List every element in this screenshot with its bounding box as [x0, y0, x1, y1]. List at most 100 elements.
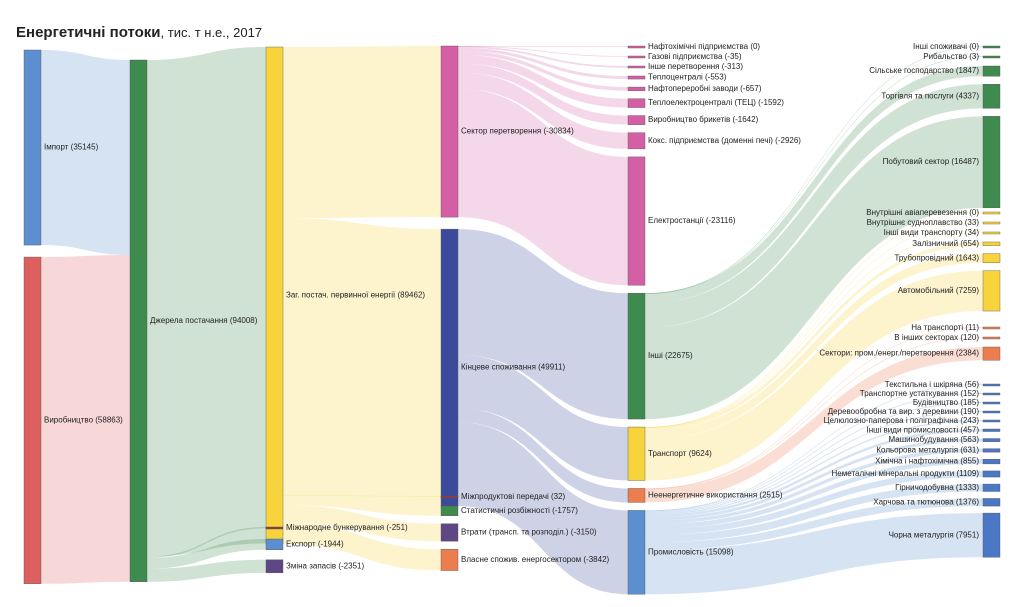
node-label-i_otherind: Інші види промисловості (457) [867, 425, 980, 434]
node-t_briq [627, 115, 646, 125]
node-t_other [627, 65, 646, 69]
node-label-t_other: Інше перетворення (-313) [648, 62, 743, 71]
flow-other-to-o_othercons [645, 46, 983, 294]
node-label-stock: Зміна запасів (-2351) [286, 561, 364, 570]
node-label-t_petchem: Нафтохімічні підприємства (0) [648, 42, 760, 51]
node-label-i_chem: Хімічна і нафтохімічна (855) [875, 457, 979, 466]
node-label-bunker: Міжнародне бункерування (-251) [286, 523, 408, 532]
chart-title: Енергетичні потоки, тис. т н.е., 2017 [16, 24, 262, 42]
flow-transform-to-t_refin [458, 51, 628, 91]
flow-industry-to-i_mach [645, 438, 983, 521]
node-i_textile [982, 383, 1001, 387]
node-t_refin [627, 86, 646, 91]
flow-transport-to-tr_nav [645, 222, 983, 428]
flow-industry-to-i_food [645, 498, 983, 551]
flow-final-to-nonenergy [458, 408, 628, 503]
node-label-o_fish: Рибальство (3) [923, 52, 979, 61]
flow-tpes-to-ownuse [283, 522, 441, 571]
node-label-statdiff: Статистичні розбіжності (-1757) [461, 506, 578, 515]
node-tr_other [982, 231, 1001, 235]
node-o_house [982, 116, 1001, 209]
node-tr_air [982, 211, 1001, 215]
node-label-prod: Виробництво (58863) [44, 416, 123, 425]
flow-nonenergy-to-ne_ind [645, 347, 983, 503]
flow-other-to-o_trade [645, 84, 983, 328]
flow-transport-to-tr_pipe [645, 253, 983, 441]
node-t_petchem [627, 45, 646, 49]
flow-industry-to-i_nonfer [645, 448, 983, 525]
node-sources [129, 59, 148, 582]
node-t_coke [627, 132, 646, 150]
flow-tpes-to-interprod [283, 495, 441, 497]
flow-tpes-to-transform [283, 46, 441, 219]
node-nonenergy [627, 488, 646, 503]
node-i_otherind [982, 428, 1001, 432]
flow-transport-to-tr_air [645, 212, 983, 428]
node-bunker [265, 526, 284, 530]
flow-other-to-o_fish [645, 56, 983, 294]
node-label-ownuse: Власне спожив. енергосектором (-3842) [461, 555, 610, 564]
flow-industry-to-i_iron [645, 513, 983, 595]
node-label-interprod: Міжпродуктові передачі (32) [461, 492, 566, 501]
node-label-i_transeq: Транспортне устаткування (152) [860, 389, 980, 398]
node-o_agri [982, 65, 1001, 77]
node-i_constr [982, 401, 1001, 405]
node-losses [440, 523, 459, 542]
node-label-industry: Промисловість (15098) [648, 547, 734, 556]
node-ne_ind [982, 346, 1001, 361]
node-i_food [982, 498, 1001, 507]
flow-final-to-other [458, 229, 628, 420]
flow-industry-to-i_textile [645, 384, 983, 512]
node-label-tr_nav: Внутрішнє судноплавство (33) [867, 218, 980, 227]
node-label-i_constr: Будівництво (185) [913, 398, 979, 407]
sankey-labels: Імпорт (35145) Виробництво (58863) Джерела… [44, 42, 979, 570]
node-label-i_nonmet: Неметалічні мінеральні продукти (1109) [832, 469, 980, 478]
node-label-tr_rail: Залізничний (654) [912, 239, 979, 248]
sankey-links [41, 46, 983, 595]
node-label-o_othercons: Інші споживачі (0) [913, 42, 979, 51]
node-o_fish [982, 55, 1001, 59]
node-label-t_heat: Теплоцентралі (-553) [648, 73, 727, 82]
flow-final-to-industry [458, 422, 628, 595]
node-other [627, 292, 646, 420]
chart-title-subtitle: , тис. т н.е., 2017 [160, 25, 263, 40]
node-ne_transp [982, 326, 1001, 330]
node-i_mach [982, 438, 1001, 442]
node-o_trade [982, 84, 1001, 109]
flow-transport-to-tr_rail [645, 242, 983, 432]
node-interprod [440, 495, 459, 499]
node-transform [440, 45, 459, 218]
node-i_mining [982, 483, 1001, 492]
node-i_transeq [982, 392, 1001, 396]
node-t_chp [627, 98, 646, 108]
flow-transform-to-t_petchem [458, 46, 628, 47]
node-label-final: Кінцеве споживання (49911) [461, 363, 565, 372]
flow-transform-to-t_briq [458, 63, 628, 125]
node-label-tr_other: Інші види транспорту (34) [884, 228, 980, 237]
node-ownuse [440, 549, 459, 571]
node-label-tpes: Заг. постач. первинної енергії (89462) [286, 291, 425, 300]
flow-other-to-o_house [645, 116, 983, 420]
flow-transform-to-t_gasworks [458, 46, 628, 57]
node-tpes [265, 46, 284, 545]
node-i_wood [982, 410, 1001, 414]
node-statdiff [440, 505, 459, 516]
node-label-sources: Джерела постачання (94008) [150, 316, 258, 325]
node-label-i_iron: Чорна металургія (7951) [889, 530, 980, 539]
flow-industry-to-i_mining [645, 484, 983, 543]
flow-transport-to-tr_road [645, 270, 983, 481]
flow-tpes-to-losses [283, 505, 441, 542]
flow-nonenergy-to-ne_transp [645, 327, 983, 490]
flow-industry-to-i_nonmet [645, 470, 983, 536]
sankey-nodes [23, 45, 1001, 595]
flow-other-to-o_agri [645, 66, 983, 304]
flow-sources-to-stock [147, 559, 266, 582]
flow-industry-to-i_chem [645, 459, 983, 529]
node-label-o_house: Побутовий сектор (16487) [883, 157, 980, 166]
flow-transport-to-tr_other [645, 232, 983, 429]
flow-final-to-transport [458, 354, 628, 481]
node-o_othercons [982, 45, 1001, 49]
node-i_chem [982, 458, 1001, 465]
flow-sources-to-tpes [147, 47, 266, 557]
node-label-t_briq: Виробництво брикетів (-1642) [648, 115, 759, 124]
